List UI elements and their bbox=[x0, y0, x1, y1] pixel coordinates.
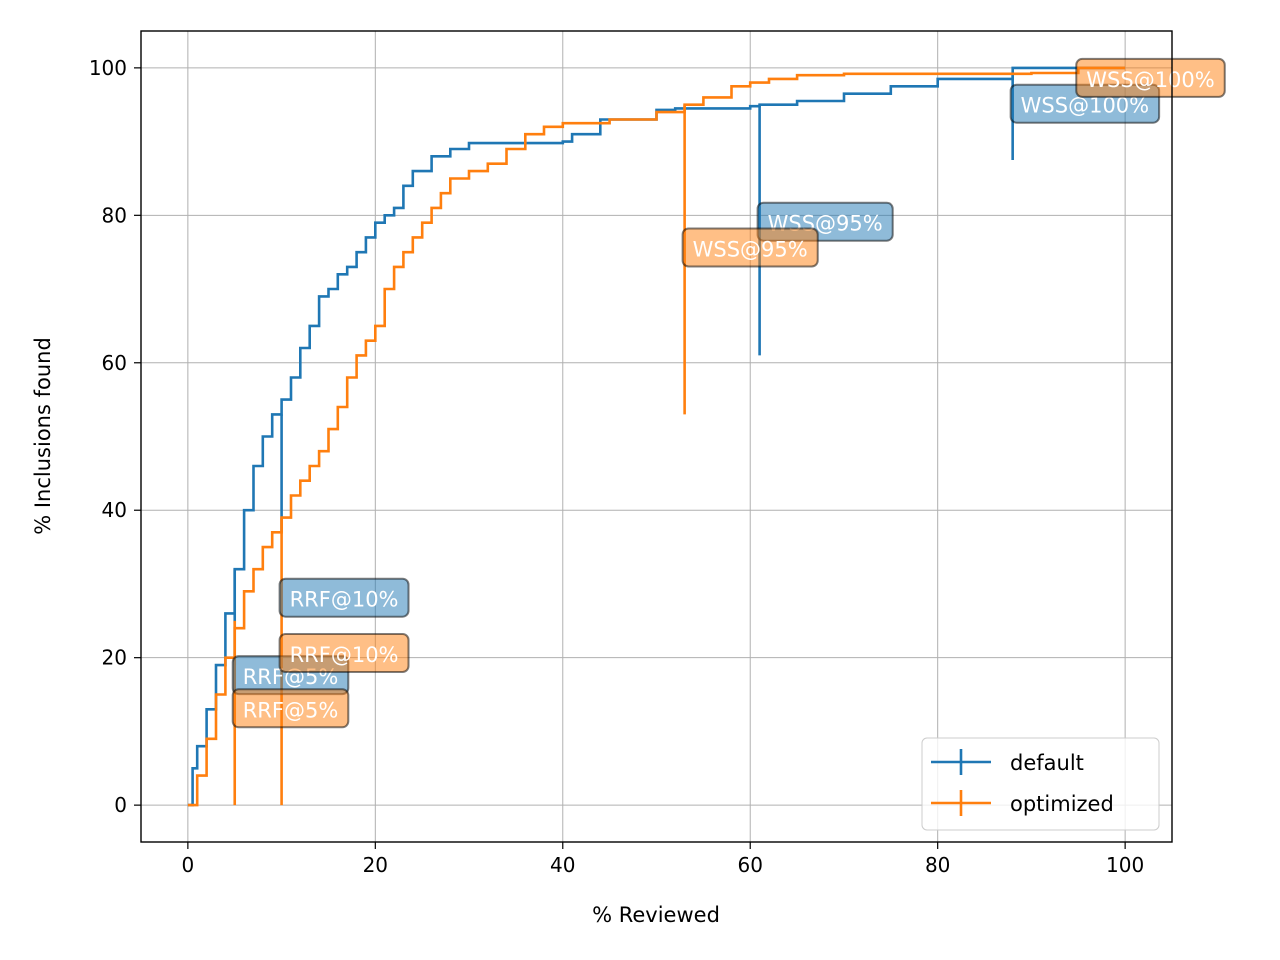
annotation-label: WSS@95% bbox=[693, 237, 808, 261]
annotation-optimized: RRF@10% bbox=[278, 632, 410, 673]
series-line-optimized bbox=[187, 66, 1126, 807]
annotation-box bbox=[278, 577, 410, 618]
annotation-box bbox=[1075, 57, 1226, 98]
legend-label-optimized: optimized bbox=[1010, 792, 1114, 816]
annotation-box bbox=[681, 227, 819, 268]
annotation-optimized: RRF@5% bbox=[231, 688, 350, 729]
y-tick-label: 100 bbox=[89, 56, 127, 80]
annotation-optimized: WSS@100% bbox=[1075, 57, 1226, 98]
legend-label-default: default bbox=[1010, 751, 1084, 775]
y-tick-label: 60 bbox=[102, 351, 127, 375]
x-tick-label: 80 bbox=[925, 853, 950, 877]
x-tick-label: 40 bbox=[550, 853, 575, 877]
y-tick-label: 20 bbox=[102, 646, 127, 670]
annotation-default: RRF@10% bbox=[278, 577, 410, 618]
annotation-layer: RRF@5%RRF@10%WSS@95%WSS@100%RRF@5%RRF@10… bbox=[231, 57, 1226, 729]
x-tick-label: 20 bbox=[363, 853, 388, 877]
y-tick-label: 40 bbox=[102, 498, 127, 522]
annotation-label: WSS@100% bbox=[1086, 68, 1214, 92]
annotation-box bbox=[278, 632, 410, 673]
x-tick-label: 0 bbox=[181, 853, 194, 877]
series-line-default bbox=[187, 66, 1126, 807]
ticks: 0 20 40 60 80 100 0 20 40 60 80 100 bbox=[89, 56, 1144, 877]
x-axis-label: % Reviewed bbox=[592, 903, 720, 927]
plot-frame bbox=[140, 30, 1173, 843]
y-axis-label: % Inclusions found bbox=[31, 337, 55, 535]
annotation-label: RRF@10% bbox=[290, 588, 399, 612]
annotation-label: RRF@10% bbox=[290, 643, 399, 667]
y-tick-label: 0 bbox=[114, 793, 127, 817]
y-tick-label: 80 bbox=[102, 203, 127, 227]
x-tick-label: 60 bbox=[738, 853, 763, 877]
legend: default optimized bbox=[921, 737, 1160, 831]
annotation-label: RRF@5% bbox=[243, 698, 339, 722]
annotation-optimized: WSS@95% bbox=[681, 227, 819, 268]
annotation-box bbox=[231, 688, 350, 729]
x-tick-label: 100 bbox=[1106, 853, 1144, 877]
